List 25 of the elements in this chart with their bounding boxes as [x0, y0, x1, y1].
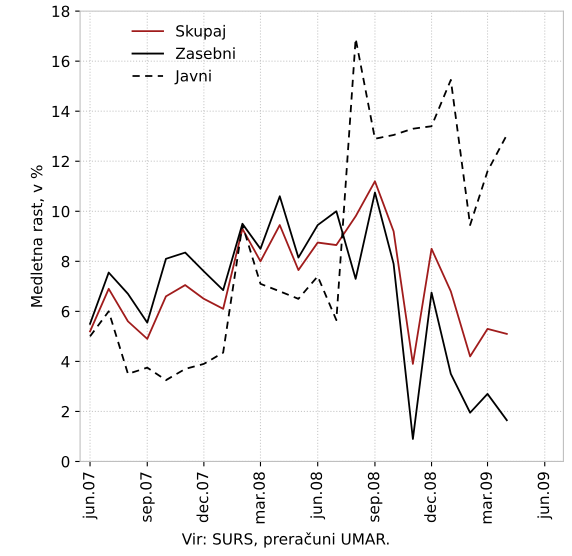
x-tick-label: mar.09: [480, 472, 492, 524]
x-tick-label: sep.07: [140, 472, 155, 522]
x-tick-label: mar.08: [253, 472, 265, 524]
line-series: [89, 180, 508, 365]
legend-label: Javni: [174, 70, 211, 84]
y-tick-label: 12: [52, 156, 69, 168]
x-tick-label: dec.08: [424, 472, 436, 522]
y-tick-label: 14: [52, 106, 70, 118]
y-tick-label: 4: [61, 356, 70, 368]
y-tick-label: 2: [62, 406, 69, 418]
x-tick-label: dec.07: [196, 472, 208, 522]
x-tick-label: jun.08: [310, 472, 326, 520]
x-tick-label: jun.09: [537, 472, 552, 520]
legend-label: Zasebni: [176, 47, 235, 60]
y-tick-label: 6: [62, 306, 70, 318]
x-tick-label: jun.07: [82, 472, 98, 520]
legend-label: Skupaj: [176, 24, 225, 40]
x-tick-label: sep.08: [368, 472, 382, 522]
y-tick-label: 0: [62, 456, 70, 468]
y-tick-label: 18: [52, 6, 70, 18]
y-axis-title: Medletna rast, v %: [30, 165, 44, 307]
y-tick-label: 8: [62, 256, 70, 268]
y-tick-label: 16: [52, 56, 70, 68]
text: Vir: SURS, preračuni UMAR.: [182, 532, 389, 548]
y-tick-label: 10: [52, 206, 70, 218]
